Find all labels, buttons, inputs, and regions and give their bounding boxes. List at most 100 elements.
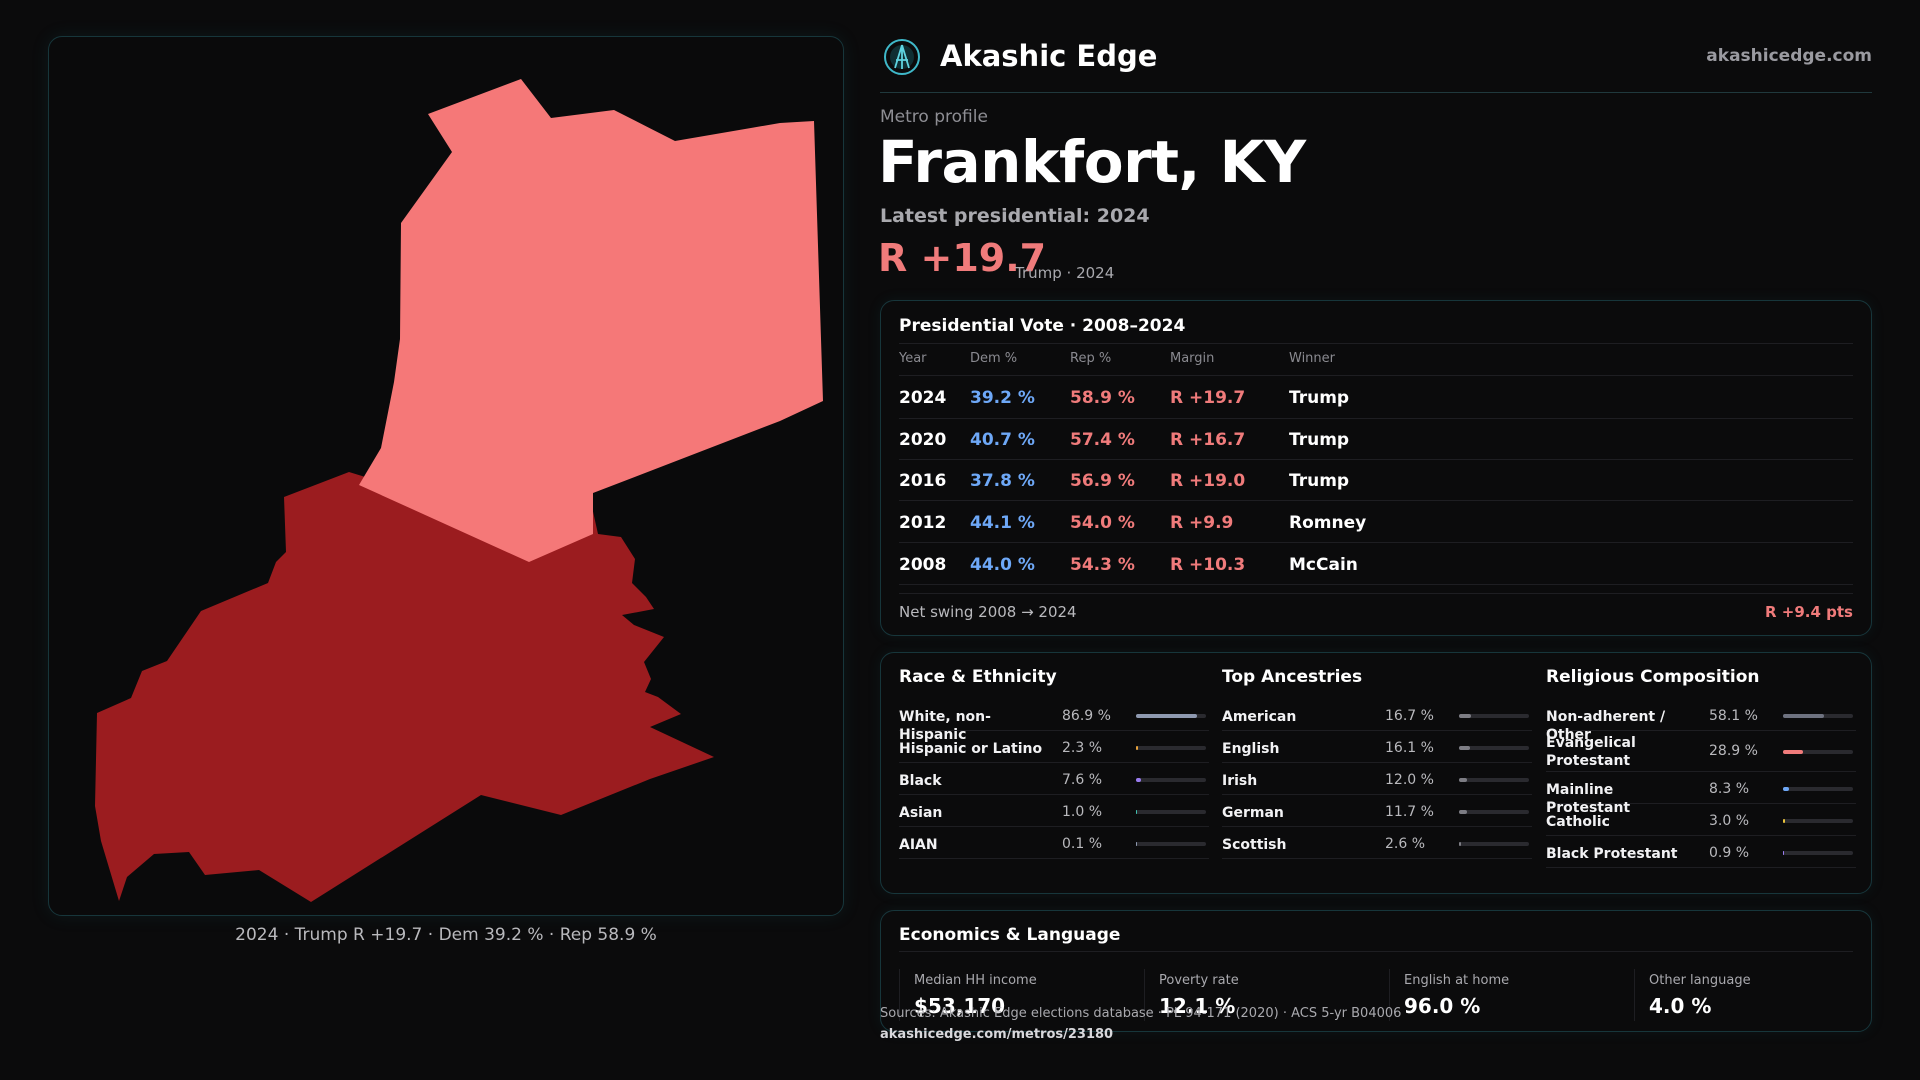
cell-margin: R +9.9 xyxy=(1170,513,1234,533)
share-bar-fill xyxy=(1136,746,1138,750)
item-label: White, non-Hispanic xyxy=(899,709,991,743)
top-ancestries-title: Top Ancestries xyxy=(1222,667,1363,687)
county-shape-light-red[interactable] xyxy=(359,79,823,562)
stat-value: 96.0 % xyxy=(1404,994,1481,1018)
cell-rep: 58.9 % xyxy=(1070,388,1135,408)
race-ethnicity-title: Race & Ethnicity xyxy=(899,667,1057,687)
divider xyxy=(899,593,1853,594)
stat-value: $53,170 xyxy=(914,994,1006,1018)
share-bar-track xyxy=(1783,851,1853,855)
map-panel xyxy=(48,36,844,916)
divider xyxy=(899,500,1853,501)
cell-margin: R +16.7 xyxy=(1170,430,1246,450)
cell-winner: Trump xyxy=(1289,471,1350,491)
item-percent: 2.6 % xyxy=(1385,836,1426,852)
stat-median-hh-income: Median HH income $53,170 xyxy=(899,969,1129,1021)
share-bar-fill xyxy=(1459,746,1471,750)
share-bar-track xyxy=(1783,787,1853,791)
item-label: Non-adherent / Other xyxy=(1546,709,1666,743)
economics-title: Economics & Language xyxy=(899,925,1121,945)
col-header-rep: Rep % xyxy=(1070,351,1112,366)
item-label: Irish xyxy=(1222,773,1258,789)
cell-margin: R +19.0 xyxy=(1170,471,1246,491)
item-percent: 8.3 % xyxy=(1709,781,1750,797)
divider xyxy=(899,375,1853,376)
share-bar-fill xyxy=(1459,842,1461,846)
table-row: 2024 39.2 % 58.9 % R +19.7 Trump xyxy=(899,376,1853,418)
cell-rep: 54.3 % xyxy=(1070,555,1135,575)
col-header-dem: Dem % xyxy=(970,351,1018,366)
brand-url-link[interactable]: akashicedge.com xyxy=(1706,46,1872,66)
cell-rep: 54.0 % xyxy=(1070,513,1135,533)
item-percent: 1.0 % xyxy=(1062,804,1103,820)
county-shape-dark-red[interactable] xyxy=(95,472,714,902)
economics-language-card: Economics & Language Median HH income $5… xyxy=(880,910,1872,1032)
item-label: German xyxy=(1222,805,1284,821)
vote-card-title: Presidential Vote · 2008–2024 xyxy=(899,316,1186,336)
col-header-margin: Margin xyxy=(1170,351,1215,366)
stat-poverty-rate: Poverty rate 12.1 % xyxy=(1144,969,1374,1021)
stat-other-language: Other language 4.0 % xyxy=(1634,969,1864,1021)
share-bar-track xyxy=(1136,810,1206,814)
share-bar-fill xyxy=(1459,810,1468,814)
county-map xyxy=(95,79,823,902)
profile-eyebrow: Metro profile xyxy=(880,107,988,127)
share-bar-track xyxy=(1459,842,1529,846)
item-percent: 2.3 % xyxy=(1062,740,1103,756)
divider xyxy=(899,951,1853,952)
list-item: American 16.7 % xyxy=(1222,699,1532,731)
share-bar-track xyxy=(1783,714,1853,718)
headline-margin: R +19.7 xyxy=(878,236,1047,280)
item-label: Hispanic or Latino xyxy=(899,741,1043,757)
item-label: Black Protestant xyxy=(1546,846,1678,862)
list-item: English 16.1 % xyxy=(1222,731,1532,763)
list-item: AIAN 0.1 % xyxy=(899,827,1209,859)
cell-year: 2024 xyxy=(899,388,947,408)
page-title: Frankfort, KY xyxy=(878,128,1306,196)
table-row: 2012 44.1 % 54.0 % R +9.9 Romney xyxy=(899,501,1853,543)
list-item: German 11.7 % xyxy=(1222,795,1532,827)
list-item: Black Protestant 0.9 % xyxy=(1546,836,1856,868)
net-swing-label: Net swing 2008 → 2024 xyxy=(899,603,1077,621)
share-bar-fill xyxy=(1783,787,1789,791)
cell-winner: Trump xyxy=(1289,388,1350,408)
list-item: Irish 12.0 % xyxy=(1222,763,1532,795)
share-bar-track xyxy=(1136,746,1206,750)
item-label: English xyxy=(1222,741,1280,757)
list-item: Scottish 2.6 % xyxy=(1222,827,1532,859)
item-percent: 86.9 % xyxy=(1062,708,1111,724)
brand-name: Akashic Edge xyxy=(940,39,1158,73)
list-item: White, non-Hispanic 86.9 % xyxy=(899,699,1209,743)
share-bar-fill xyxy=(1136,842,1138,846)
col-header-winner: Winner xyxy=(1289,351,1336,366)
net-swing-value: R +9.4 pts xyxy=(1765,603,1853,621)
list-item: Non-adherent / Other 58.1 % xyxy=(1546,699,1856,743)
cell-year: 2020 xyxy=(899,430,947,450)
metro-url-link[interactable]: akashicedge.com/metros/23180 xyxy=(880,1027,1114,1042)
stat-label: Median HH income xyxy=(914,973,1037,988)
col-header-year: Year xyxy=(899,351,927,366)
divider xyxy=(899,542,1853,543)
sources-footnote: Sources: Akashic Edge elections database… xyxy=(880,1006,1402,1021)
item-label: Scottish xyxy=(1222,837,1287,853)
cell-dem: 39.2 % xyxy=(970,388,1035,408)
cell-winner: Romney xyxy=(1289,513,1367,533)
item-percent: 16.7 % xyxy=(1385,708,1434,724)
header-divider xyxy=(880,92,1872,93)
item-label: AIAN xyxy=(899,837,938,853)
share-bar-fill xyxy=(1783,714,1824,718)
item-label: Catholic xyxy=(1546,814,1610,830)
religious-composition-title: Religious Composition xyxy=(1546,667,1760,687)
cell-dem: 44.1 % xyxy=(970,513,1035,533)
item-percent: 12.0 % xyxy=(1385,772,1434,788)
item-percent: 0.9 % xyxy=(1709,845,1750,861)
divider xyxy=(899,418,1853,419)
item-label: Asian xyxy=(899,805,943,821)
stat-label: English at home xyxy=(1404,973,1510,988)
item-label: Black xyxy=(899,773,942,789)
cell-rep: 57.4 % xyxy=(1070,430,1135,450)
list-item: Evangelical Protestant 28.9 % xyxy=(1546,731,1856,772)
share-bar-track xyxy=(1459,810,1529,814)
share-bar-track xyxy=(1136,714,1206,718)
demographics-card: Race & Ethnicity White, non-Hispanic 86.9… xyxy=(880,652,1872,894)
